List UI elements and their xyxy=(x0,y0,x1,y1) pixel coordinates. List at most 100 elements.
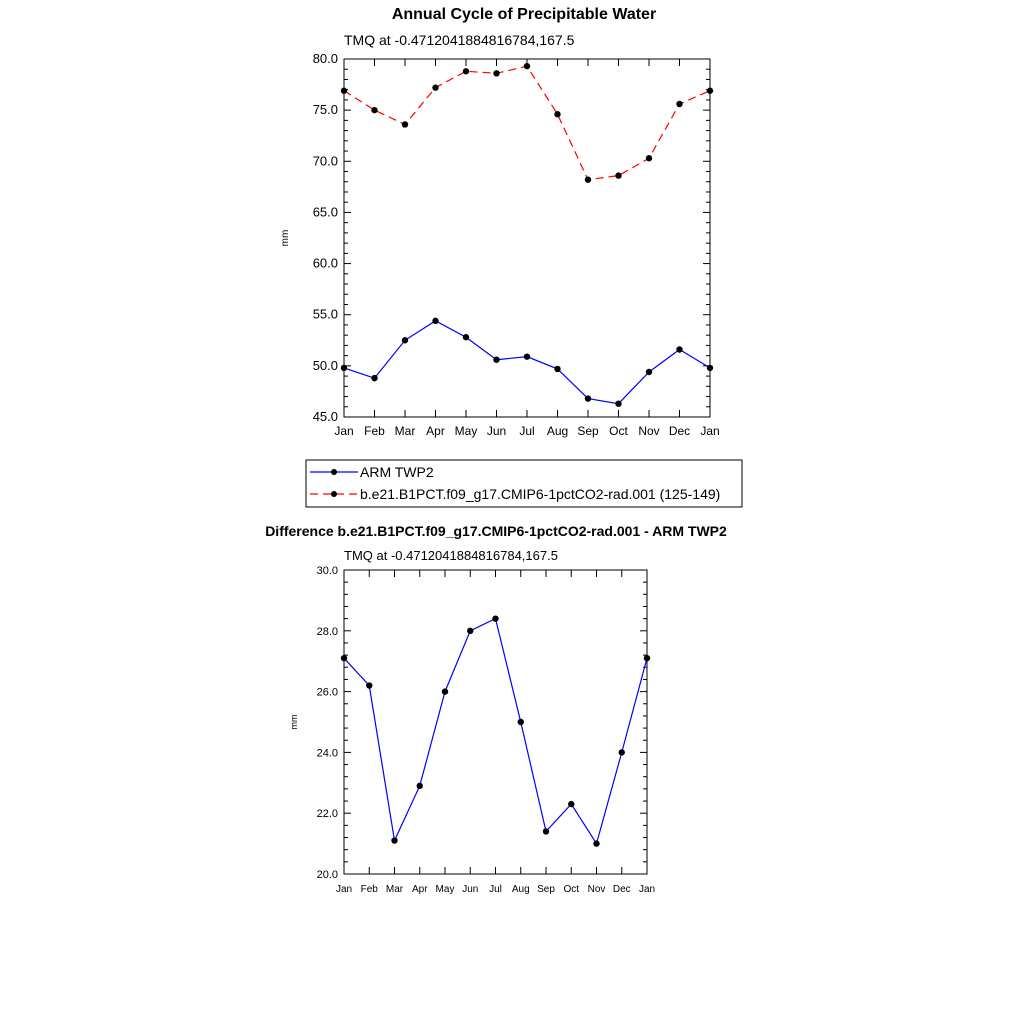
chart1-xtick-label: Dec xyxy=(669,424,690,438)
chart1-xtick-label: May xyxy=(455,424,478,438)
chart1-series-1-point xyxy=(462,68,470,75)
chart2-series-0-point xyxy=(416,782,423,790)
chart1-series-0-point xyxy=(523,353,531,360)
chart2-title: Difference b.e21.B1PCT.f09_g17.CMIP6-1pc… xyxy=(265,523,727,539)
chart2-xtick-label: Oct xyxy=(563,884,579,895)
chart1-series xyxy=(340,62,714,407)
chart1-series-1-point xyxy=(706,87,714,94)
chart1-series-0-point xyxy=(706,364,714,372)
chart1-series-0-point xyxy=(401,337,409,344)
chart1-series-0-point xyxy=(371,374,378,382)
chart2-series-0-point xyxy=(643,654,651,662)
chart1-xtick-label: Mar xyxy=(395,424,416,438)
chart2-series-0-point xyxy=(441,688,449,695)
chart1-xtick-label: Jan xyxy=(700,424,719,438)
chart1-legend: ARM TWP2 b.e21.B1PCT.f09_g17.CMIP6-1pctC… xyxy=(305,459,743,508)
chart1-series-1-point xyxy=(493,70,500,77)
chart1-series-1-point xyxy=(554,111,561,118)
chart2-series-0-point xyxy=(517,718,524,726)
chart2-xtick-label: Mar xyxy=(386,884,404,895)
chart1-axes: Jan Feb Mar Apr May Jun Jul Aug Sep Oct Nov Dec Jan4… xyxy=(313,51,720,438)
chart1-ytick-label: 75.0 xyxy=(313,102,338,117)
chart1-xtick-label: Jun xyxy=(487,424,506,438)
chart1-ylabel: mm xyxy=(280,230,291,247)
chart2-axes: Jan Feb Mar Apr May Jun Jul Aug Sep Oct Nov Dec Jan 2… xyxy=(317,565,655,895)
chart1-ytick-label: 60.0 xyxy=(313,256,338,271)
chart1-series-0-point xyxy=(493,356,500,363)
chart2-series-0-point xyxy=(366,682,373,689)
chart1-series-0-point xyxy=(645,368,653,376)
chart1-xtick-label: Feb xyxy=(364,424,385,438)
chart1-series-1-point xyxy=(676,100,683,108)
chart1-ytick-label: 50.0 xyxy=(313,358,338,373)
annual-cycle-chart: Annual Cycle of Precipitable Water TMQ a… xyxy=(280,6,743,508)
chart2-xtick-label: May xyxy=(436,884,455,895)
chart2-ytick-label: 26.0 xyxy=(317,687,338,699)
difference-chart: Difference b.e21.B1PCT.f09_g17.CMIP6-1pc… xyxy=(265,523,727,895)
chart2-subtitle: TMQ at -0.4712041884816784,167.5 xyxy=(344,548,558,563)
chart1-xtick-label: Nov xyxy=(638,424,659,438)
legend-marker-model xyxy=(331,491,337,497)
chart1-ytick-label: 45.0 xyxy=(313,409,338,424)
chart1-series-1-point xyxy=(432,84,439,91)
chart2-xtick-label: Dec xyxy=(613,884,631,895)
legend-marker-arm xyxy=(331,469,337,475)
chart2-series-0-point xyxy=(340,654,348,662)
chart2-xtick-label: Jul xyxy=(489,884,502,895)
chart1-plot-frame xyxy=(343,58,711,418)
chart1-xtick-label: Aug xyxy=(547,424,568,438)
chart2-series-0-point xyxy=(568,800,575,808)
chart2-ytick-label: 28.0 xyxy=(317,626,338,638)
chart1-series-1-point xyxy=(615,172,622,179)
chart2-series-0-point xyxy=(542,828,550,835)
chart2-xtick-label: Apr xyxy=(412,884,428,895)
chart2-xtick-label: Feb xyxy=(361,884,379,895)
chart1-series-0-point xyxy=(615,400,622,407)
chart1-xtick-label: Jul xyxy=(519,424,534,438)
chart1-xtick-label: Oct xyxy=(609,424,628,438)
chart2-ytick-label: 20.0 xyxy=(317,869,338,881)
legend-box xyxy=(305,459,743,508)
chart1-series-1-point xyxy=(340,87,348,94)
chart1-series-0-point xyxy=(462,334,470,341)
chart2-series xyxy=(340,615,651,847)
chart2-ytick-label: 24.0 xyxy=(317,747,338,759)
chart2-xtick-label: Aug xyxy=(512,884,530,895)
chart2-xtick-label: Jun xyxy=(462,884,478,895)
chart2-ytick-label: 30.0 xyxy=(317,565,338,577)
chart1-title: Annual Cycle of Precipitable Water xyxy=(392,6,656,23)
chart1-ytick-label: 55.0 xyxy=(313,307,338,322)
chart1-series-1-point xyxy=(645,155,653,162)
legend-label-arm: ARM TWP2 xyxy=(360,464,434,480)
chart1-series-0-point xyxy=(432,317,439,325)
chart2-xtick-label: Sep xyxy=(537,884,555,895)
chart2-series-0-point xyxy=(492,615,499,622)
chart2-series-line-0 xyxy=(343,617,648,846)
chart2-ytick-label: 22.0 xyxy=(317,808,338,820)
chart1-xtick-label: Jan xyxy=(334,424,353,438)
chart2-series-0-point xyxy=(391,837,398,844)
chart2-xtick-label: Jan xyxy=(639,884,655,895)
chart1-ytick-label: 65.0 xyxy=(313,204,338,219)
chart1-ytick-label: 80.0 xyxy=(313,51,338,66)
chart2-series-0-point xyxy=(618,749,625,756)
chart1-series-line-0 xyxy=(343,320,711,405)
chart2-ylabel: mm xyxy=(289,715,299,730)
chart2-series-0-point xyxy=(593,840,600,847)
chart2-xtick-label: Jan xyxy=(336,884,352,895)
chart1-series-1-point xyxy=(523,62,531,70)
chart1-subtitle: TMQ at -0.4712041884816784,167.5 xyxy=(344,32,575,48)
chart1-series-0-point xyxy=(584,395,592,402)
chart1-series-1-point xyxy=(401,121,409,128)
chart1-series-line-1 xyxy=(343,65,711,181)
chart1-xtick-label: Apr xyxy=(426,424,445,438)
chart1-series-0-point xyxy=(340,364,348,372)
chart2-series-0-point xyxy=(467,627,474,634)
chart1-series-1-point xyxy=(584,176,592,183)
chart1-series-1-point xyxy=(371,106,378,114)
chart1-xtick-label: Sep xyxy=(577,424,599,438)
legend-label-model: b.e21.B1PCT.f09_g17.CMIP6-1pctCO2-rad.00… xyxy=(360,486,720,502)
chart1-ytick-label: 70.0 xyxy=(313,153,338,168)
chart2-xtick-label: Nov xyxy=(588,884,606,895)
